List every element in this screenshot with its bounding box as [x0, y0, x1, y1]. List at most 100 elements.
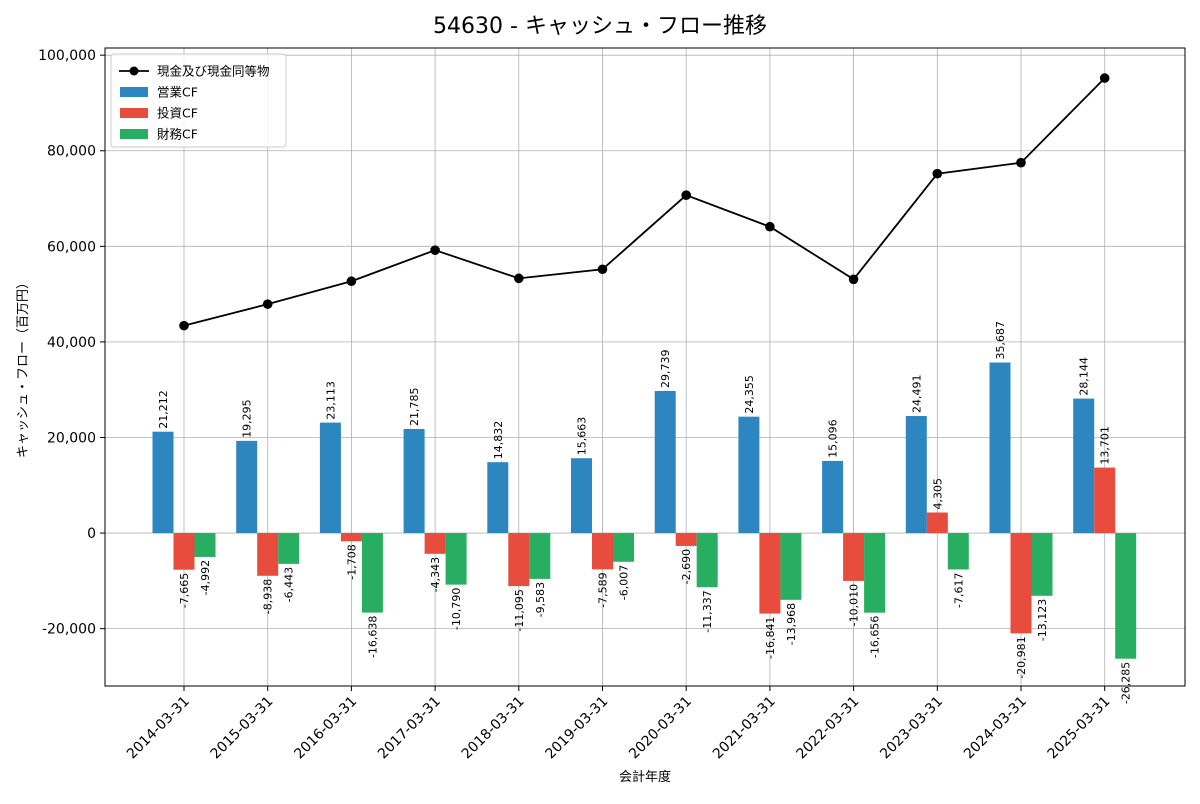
cash-equivalents-point	[430, 245, 440, 255]
bar-operating-cf	[236, 440, 258, 534]
legend-bar-swatch	[120, 129, 148, 139]
data-label-investing-cf: 4,305	[931, 478, 944, 510]
bar-operating-cf	[571, 458, 592, 534]
data-label-layer: 21,212 19,295 23,113 21,785 14,832 15,663 29,7…	[157, 321, 1133, 704]
cash-equivalents-point	[262, 299, 273, 309]
cash-equivalents-point	[932, 168, 943, 179]
x-tick-label: 2019-03-31	[542, 694, 611, 763]
y-tick-label: 60,000	[47, 239, 96, 255]
bar-investing-cf	[592, 533, 613, 570]
bar-investing-cf	[340, 533, 362, 542]
bar-operating-cf	[403, 428, 425, 534]
data-label-financing-cf: -13,123	[1036, 599, 1049, 641]
legend-label: 現金及び現金同等物	[157, 64, 270, 79]
bar-investing-cf	[759, 533, 781, 614]
data-label-operating-cf: 21,785	[408, 387, 421, 426]
data-label-investing-cf: 13,701	[1099, 426, 1112, 465]
bar-layer	[152, 362, 1137, 659]
data-label-financing-cf: -4,992	[199, 560, 212, 595]
bar-financing-cf	[613, 533, 634, 562]
legend-label: 投資CF	[157, 106, 198, 121]
bar-financing-cf	[696, 533, 718, 588]
data-label-operating-cf: 21,212	[157, 390, 170, 429]
data-label-operating-cf: 14,832	[492, 421, 505, 460]
y-tick-label: 20,000	[47, 430, 96, 446]
data-label-investing-cf: -7,589	[597, 572, 610, 607]
bar-investing-cf	[926, 512, 948, 534]
data-label-operating-cf: 15,663	[576, 417, 589, 456]
data-label-operating-cf: 19,295	[241, 399, 254, 438]
data-label-operating-cf: 15,096	[827, 419, 840, 458]
cash-equivalents-point	[681, 190, 691, 200]
data-label-financing-cf: -9,583	[534, 582, 547, 617]
chart-title: 54630 - キャッシュ・フロー推移	[433, 14, 767, 39]
data-label-investing-cf: -7,665	[178, 573, 191, 608]
data-label-investing-cf: -16,841	[764, 617, 777, 659]
data-label-operating-cf: 29,739	[659, 349, 672, 388]
data-label-investing-cf: -2,690	[680, 549, 693, 584]
y-tick-label: -20,000	[42, 622, 96, 638]
data-label-financing-cf: -16,638	[366, 616, 379, 658]
bar-financing-cf	[947, 533, 969, 570]
data-label-investing-cf: -4,343	[429, 557, 442, 592]
y-tick-label: 100,000	[38, 48, 96, 64]
data-label-investing-cf: -10,010	[848, 584, 861, 626]
bar-investing-cf	[508, 533, 530, 587]
cash-equivalents-point	[179, 320, 189, 331]
data-label-financing-cf: -16,656	[869, 616, 882, 658]
data-label-financing-cf: -7,617	[952, 572, 965, 607]
x-tick-label: 2020-03-31	[626, 694, 695, 763]
bar-operating-cf	[989, 362, 1011, 534]
x-tick-label: 2022-03-31	[794, 694, 863, 763]
legend-label: 財務CF	[157, 127, 198, 142]
data-label-financing-cf: -6,007	[618, 565, 631, 600]
bar-operating-cf	[654, 390, 676, 534]
bar-financing-cf	[780, 533, 802, 600]
bar-financing-cf	[529, 533, 551, 579]
bar-operating-cf	[487, 462, 509, 534]
bar-financing-cf	[361, 533, 383, 613]
bar-investing-cf	[1010, 533, 1032, 634]
grid-layer	[105, 48, 1185, 686]
cash-equivalents-point	[514, 273, 524, 284]
bar-operating-cf	[822, 460, 844, 534]
legend-bar-swatch	[120, 87, 148, 97]
bar-operating-cf	[905, 416, 927, 534]
bar-financing-cf	[194, 533, 216, 557]
cash-equivalents-point	[597, 264, 608, 275]
data-label-operating-cf: 24,355	[743, 375, 756, 414]
bar-investing-cf	[675, 533, 697, 546]
y-axis-label: キャッシュ・フロー（百万円）	[16, 276, 31, 458]
data-label-financing-cf: -10,790	[450, 588, 463, 630]
cash-equivalents-point	[1016, 157, 1026, 168]
data-label-operating-cf: 24,491	[910, 375, 923, 414]
bar-financing-cf	[278, 533, 300, 564]
axis-layer: -20,000 0 20,000 40,000 60,000 80,000 100,000 2…	[38, 48, 1113, 762]
y-tick-label: 80,000	[47, 144, 96, 160]
x-tick-label: 2014-03-31	[124, 694, 193, 763]
legend-label: 営業CF	[157, 85, 198, 100]
data-label-investing-cf: -20,981	[1015, 636, 1028, 678]
bar-operating-cf	[152, 431, 174, 534]
data-label-operating-cf: 23,113	[324, 381, 337, 420]
x-axis-label: 会計年度	[619, 769, 671, 785]
bar-investing-cf	[843, 533, 865, 581]
x-tick-label: 2023-03-31	[877, 694, 946, 763]
data-label-investing-cf: -8,938	[262, 579, 275, 614]
x-tick-label: 2016-03-31	[291, 694, 360, 763]
bar-financing-cf	[1031, 533, 1053, 596]
bar-operating-cf	[1073, 398, 1095, 534]
legend-box	[110, 53, 287, 148]
bar-investing-cf	[173, 533, 195, 570]
plot-area-frame	[104, 47, 1186, 687]
data-label-financing-cf: -26,285	[1120, 662, 1133, 704]
x-tick-label: 2017-03-31	[375, 694, 444, 763]
cash-equivalents-point	[848, 274, 859, 285]
bar-investing-cf	[424, 533, 446, 554]
x-tick-label: 2018-03-31	[459, 694, 528, 763]
line-layer	[179, 73, 1110, 331]
x-tick-label: 2015-03-31	[208, 694, 277, 763]
bar-investing-cf	[1094, 467, 1116, 534]
